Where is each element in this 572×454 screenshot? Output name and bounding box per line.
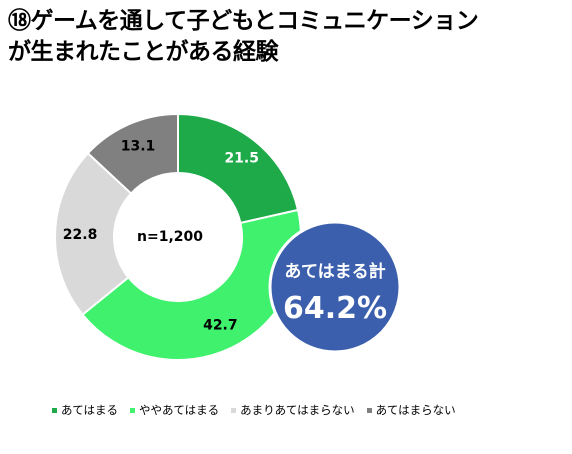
callout-label: あてはまる計 xyxy=(284,261,385,282)
legend-swatch xyxy=(231,407,237,413)
legend-swatch xyxy=(130,407,136,413)
legend: あてはまる ややあてはまる あまりあてはまらない あてはまらない xyxy=(52,402,456,418)
legend-swatch xyxy=(52,407,57,413)
chart-title: ⑱ゲームを通して子どもとコミュニケーション が生まれたことがある経験 xyxy=(8,6,564,68)
legend-item: ややあてはまる xyxy=(130,402,219,418)
legend-item: あまりあてはまらない xyxy=(231,402,355,418)
slice-value-label: 13.1 xyxy=(121,138,156,154)
slice-value-label: 22.8 xyxy=(63,227,98,243)
slice-value-label: 21.5 xyxy=(224,150,259,166)
chart-title-line1: ⑱ゲームを通して子どもとコミュニケーション xyxy=(8,8,479,34)
legend-label: あてはまる xyxy=(61,403,119,417)
center-label: n=1,200 xyxy=(137,229,203,245)
legend-item: あてはまらない xyxy=(366,402,456,418)
donut-slices xyxy=(54,112,302,361)
total-callout: あてはまる計 64.2% xyxy=(268,220,402,354)
slice-atehamaranai xyxy=(86,112,179,195)
legend-item: あてはまる xyxy=(52,402,118,418)
slice-value-label: 42.7 xyxy=(203,317,238,333)
legend-label: ややあてはまる xyxy=(139,403,220,417)
slice-atehamaru xyxy=(177,112,300,225)
callout-circle xyxy=(268,220,402,354)
chart-title-line2: が生まれたことがある経験 xyxy=(8,39,279,65)
legend-swatch xyxy=(366,407,372,413)
legend-label: あてはまらない xyxy=(375,403,456,417)
slice-labels: 21.5 42.7 22.8 13.1 xyxy=(63,138,259,333)
callout-value: 64.2% xyxy=(283,291,387,326)
legend-label: あまりあてはまらない xyxy=(240,403,355,417)
slice-amari-atehamaranai xyxy=(54,151,133,316)
